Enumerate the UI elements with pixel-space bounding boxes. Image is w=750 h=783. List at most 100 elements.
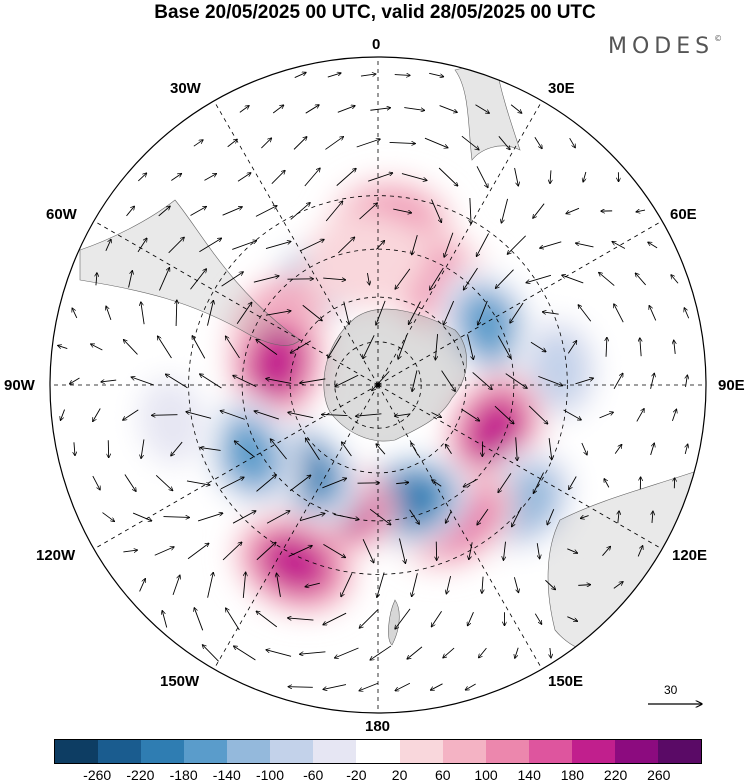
wind-vector	[255, 206, 277, 217]
wind-vector	[478, 300, 488, 325]
graticule	[50, 57, 706, 713]
wind-vector	[461, 135, 479, 150]
wind-vector	[431, 412, 442, 418]
wind-vector-field	[58, 72, 689, 690]
wind-vector	[512, 506, 522, 527]
latitude-circle	[188, 195, 568, 575]
wind-vector	[74, 442, 75, 455]
wind-vector	[533, 472, 544, 494]
wind-vector	[131, 377, 154, 386]
wind-vector	[288, 618, 314, 621]
wind-vector	[256, 611, 278, 628]
wind-vector	[408, 301, 421, 324]
wind-vector	[612, 242, 626, 249]
wind-vector	[430, 267, 444, 290]
wind-vector	[220, 411, 245, 420]
colorbar-swatch	[313, 740, 357, 763]
longitude-line	[93, 220, 379, 386]
wind-vector	[498, 136, 510, 149]
wind-vector	[207, 300, 213, 326]
wind-vector	[342, 442, 352, 457]
colorbar-swatch	[55, 740, 99, 763]
lon-label-60w: 60W	[46, 206, 77, 223]
wind-vector	[300, 239, 324, 252]
wind-vector	[234, 441, 255, 458]
wind-vector	[569, 476, 577, 489]
wind-vector	[563, 409, 582, 420]
wind-vector	[431, 610, 442, 627]
colorbar-swatch	[657, 740, 701, 763]
wind-vector	[272, 105, 284, 114]
wind-vector	[225, 336, 240, 359]
wind-vector	[446, 510, 452, 523]
wind-vector	[467, 611, 474, 626]
wind-vector	[158, 206, 170, 217]
wind-vector	[323, 612, 347, 625]
lon-label-150w: 150W	[160, 673, 200, 690]
longitude-line	[377, 384, 543, 670]
wind-vector	[256, 339, 278, 356]
wind-vector	[618, 511, 619, 524]
wind-vector	[299, 513, 325, 522]
wind-vector	[469, 542, 473, 559]
colorbar-tick-label: -180	[169, 767, 198, 783]
wind-vector	[545, 579, 555, 589]
wind-vector	[221, 272, 244, 287]
wind-vector	[270, 439, 287, 460]
wind-vector	[139, 579, 146, 592]
wind-vector	[186, 480, 210, 485]
wind-vector	[393, 208, 411, 213]
wind-vector	[533, 203, 545, 219]
wind-vector	[635, 273, 646, 286]
wind-vector	[613, 373, 623, 390]
wind-vector	[578, 585, 590, 586]
wind-vector	[200, 374, 222, 389]
wind-vector	[475, 104, 489, 114]
wind-vector	[232, 241, 256, 250]
wind-vector	[360, 74, 376, 76]
map-boundary	[49, 56, 707, 714]
wind-vector	[233, 375, 257, 388]
wind-vector	[514, 167, 519, 186]
wind-vector	[356, 413, 382, 416]
anomaly-contour	[138, 377, 206, 465]
wind-vector	[613, 582, 623, 589]
wind-vector	[305, 105, 319, 114]
anomaly-field	[123, 177, 608, 615]
lon-label-0: 0	[372, 36, 381, 53]
colorbar-tick-label: -20	[346, 767, 367, 783]
wind-vector	[141, 439, 145, 458]
brand-text: MODES	[608, 34, 715, 59]
wind-vector	[536, 543, 539, 559]
wind-vector	[254, 411, 279, 420]
wind-vector	[463, 267, 478, 290]
wind-vector	[567, 616, 577, 622]
wind-vector	[438, 167, 458, 186]
wind-vector	[369, 508, 391, 525]
longitude-line	[93, 384, 379, 550]
wind-vector	[550, 170, 551, 183]
anomaly-contour	[252, 331, 302, 396]
wind-vector	[463, 478, 478, 487]
wind-vector	[96, 273, 97, 286]
wind-vector	[604, 479, 610, 488]
wind-vector	[155, 475, 173, 490]
wind-vector	[359, 203, 378, 220]
wind-vector	[186, 412, 212, 419]
wind-vector	[441, 370, 456, 392]
wind-vector	[513, 577, 518, 592]
wind-vector	[367, 273, 369, 285]
wind-vector	[472, 372, 493, 389]
wind-vector	[92, 475, 100, 490]
wind-vector	[157, 336, 172, 359]
wind-vector	[542, 312, 559, 315]
wind-vector	[510, 302, 524, 323]
wind-vector	[368, 173, 393, 182]
colorbar-tick-label: -60	[303, 767, 324, 783]
wind-vector	[165, 374, 188, 389]
wind-vector	[412, 573, 418, 596]
wind-vector	[407, 646, 423, 659]
wind-vector	[197, 513, 223, 522]
wind-vector	[333, 514, 360, 519]
